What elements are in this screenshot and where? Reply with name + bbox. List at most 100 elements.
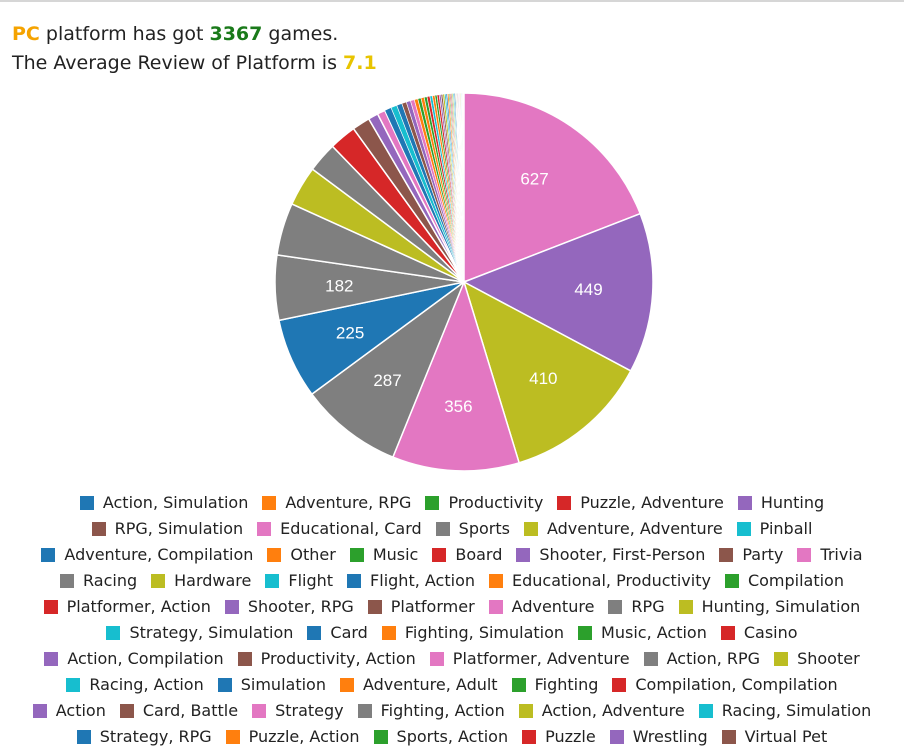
legend-label: Educational, Productivity [512,568,711,594]
legend-item[interactable]: Platformer, Action [44,594,211,620]
legend-item[interactable]: RPG, Simulation [92,516,244,542]
legend-item[interactable]: Hunting, Simulation [679,594,861,620]
legend-label: Action, Simulation [103,490,249,516]
legend-item[interactable]: Shooter [774,646,860,672]
legend-swatch [225,600,239,614]
legend-item[interactable]: Music, Action [578,620,707,646]
slice-value-label: 225 [336,323,364,342]
legend-item[interactable]: Sports, Action [374,724,509,750]
legend-swatch [226,730,240,744]
legend-label: Hardware [174,568,251,594]
legend-item[interactable]: Racing, Action [66,672,203,698]
legend-item[interactable]: Productivity [425,490,543,516]
legend-item[interactable]: Party [719,542,783,568]
legend-label: RPG, Simulation [115,516,244,542]
legend-item[interactable]: Educational, Productivity [489,568,711,594]
legend-item[interactable]: Compilation [725,568,844,594]
legend-item[interactable]: Productivity, Action [238,646,416,672]
legend-label: Virtual Pet [745,724,828,750]
legend-item[interactable]: Adventure, Adult [340,672,498,698]
legend-item[interactable]: RPG [608,594,664,620]
legend-label: Simulation [241,672,326,698]
legend-item[interactable]: Trivia [797,542,862,568]
legend-item[interactable]: Card [307,620,367,646]
legend-label: Board [455,542,502,568]
legend-item[interactable]: Virtual Pet [722,724,828,750]
legend-swatch [430,652,444,666]
legend-swatch [725,574,739,588]
legend-item[interactable]: Pinball [737,516,813,542]
legend-item[interactable]: Board [432,542,502,568]
legend-item[interactable]: Adventure [489,594,595,620]
legend-swatch [374,730,388,744]
legend-label: Educational, Card [280,516,422,542]
legend-swatch [719,548,733,562]
legend-item[interactable]: Adventure, RPG [262,490,411,516]
legend-label: Flight [288,568,333,594]
legend-swatch [92,522,106,536]
legend-label: Fighting, Action [381,698,505,724]
legend-label: Hunting [761,490,824,516]
legend-item[interactable]: Platformer [368,594,475,620]
legend-label: Compilation [748,568,844,594]
legend-swatch [106,626,120,640]
legend-label: Shooter, RPG [248,594,354,620]
legend-item[interactable]: Action, Compilation [44,646,223,672]
legend-item[interactable]: Racing, Simulation [699,698,872,724]
legend-item[interactable]: Strategy, Simulation [106,620,293,646]
legend-item[interactable]: Educational, Card [257,516,422,542]
legend-swatch [699,704,713,718]
legend-label: Puzzle, Action [249,724,360,750]
legend-swatch [267,548,281,562]
legend-item[interactable]: Action, Simulation [80,490,249,516]
legend-item[interactable]: Other [267,542,335,568]
legend-item[interactable]: Strategy [252,698,344,724]
legend-item[interactable]: Music [350,542,419,568]
slice-value-label: 449 [574,280,602,299]
legend-label: Productivity, Action [261,646,416,672]
legend-label: Shooter [797,646,860,672]
legend-item[interactable]: Platformer, Adventure [430,646,630,672]
legend-item[interactable]: Flight [265,568,333,594]
legend-item[interactable]: Strategy, RPG [77,724,212,750]
legend-item[interactable]: Adventure, Compilation [41,542,253,568]
legend-swatch [340,678,354,692]
legend-swatch [516,548,530,562]
legend-item[interactable]: Sports [436,516,510,542]
legend-swatch [60,574,74,588]
legend-item[interactable]: Hunting [738,490,824,516]
legend-label: Fighting [535,672,599,698]
legend-item[interactable]: Wrestling [610,724,708,750]
legend-swatch [44,652,58,666]
legend-label: Action, Compilation [67,646,223,672]
legend-item[interactable]: Compilation, Compilation [612,672,837,698]
legend-label: Flight, Action [370,568,475,594]
legend-item[interactable]: Hardware [151,568,251,594]
legend-item[interactable]: Puzzle, Adventure [557,490,724,516]
legend-item[interactable]: Fighting, Action [358,698,505,724]
legend-item[interactable]: Puzzle, Action [226,724,360,750]
legend-swatch [557,496,571,510]
slice-value-label: 182 [325,276,353,295]
legend-item[interactable]: Simulation [218,672,326,698]
legend-label: Pinball [760,516,813,542]
legend-item[interactable]: Card, Battle [120,698,238,724]
legend-label: Other [290,542,335,568]
legend-item[interactable]: Action, RPG [644,646,760,672]
legend-item[interactable]: Action, Adventure [519,698,685,724]
legend-item[interactable]: Action [33,698,106,724]
legend-swatch [347,574,361,588]
legend-item[interactable]: Racing [60,568,137,594]
legend-label: Card, Battle [143,698,238,724]
legend-item[interactable]: Flight, Action [347,568,475,594]
legend-swatch [578,626,592,640]
legend-item[interactable]: Fighting [512,672,599,698]
legend-item[interactable]: Casino [721,620,798,646]
legend-item[interactable]: Puzzle [522,724,596,750]
legend-item[interactable]: Fighting, Simulation [382,620,564,646]
legend-label: RPG [631,594,664,620]
legend-item[interactable]: Shooter, RPG [225,594,354,620]
legend-item[interactable]: Shooter, First-Person [516,542,705,568]
legend-item[interactable]: Adventure, Adventure [524,516,723,542]
legend-swatch [797,548,811,562]
